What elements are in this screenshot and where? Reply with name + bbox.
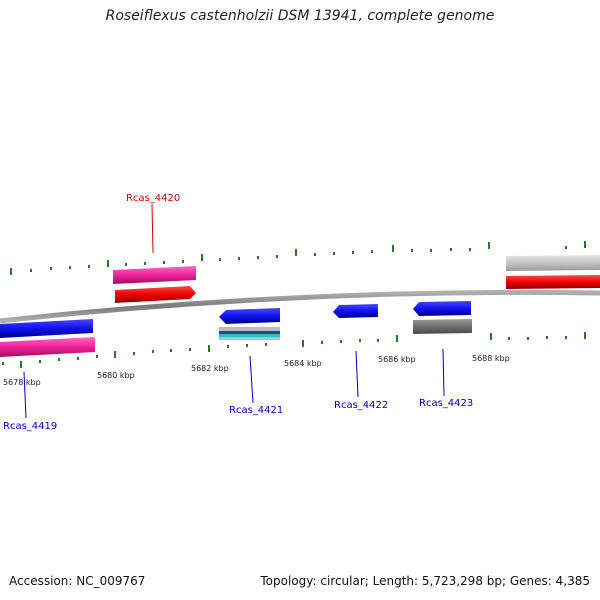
gene-arrow-rcas-4420[interactable] bbox=[115, 286, 196, 303]
feature-bar[interactable] bbox=[413, 319, 472, 334]
outer-tick-row bbox=[10, 241, 586, 275]
leader-line-rcas-4421 bbox=[249, 355, 254, 404]
feature-bar[interactable] bbox=[0, 337, 95, 357]
gene-arrow[interactable] bbox=[506, 275, 600, 289]
tick-label-5686: 5686 kbp bbox=[378, 355, 416, 364]
feature-stripe[interactable] bbox=[219, 334, 280, 337]
gene-arrow-rcas-4422[interactable] bbox=[333, 304, 378, 318]
leader-line-rcas-4423 bbox=[442, 348, 445, 397]
feature-stripe[interactable] bbox=[219, 327, 280, 331]
gene-label-rcas-4419[interactable]: Rcas_4419 bbox=[3, 421, 57, 432]
forward-strand-features bbox=[113, 255, 600, 303]
tick-label-5684: 5684 kbp bbox=[284, 359, 322, 368]
gene-label-rcas-4423[interactable]: Rcas_4423 bbox=[419, 398, 473, 409]
gene-label-rcas-4420[interactable]: Rcas_4420 bbox=[126, 193, 180, 204]
tick-label-5682: 5682 kbp bbox=[191, 364, 229, 373]
feature-stripe[interactable] bbox=[219, 337, 280, 340]
leader-line-rcas-4419 bbox=[23, 371, 27, 419]
reverse-strand-features bbox=[0, 301, 472, 357]
gene-arrow-rcas-4423[interactable] bbox=[413, 301, 471, 316]
accession-text: Accession: NC_009767 bbox=[9, 574, 146, 588]
genome-summary-text: Topology: circular; Length: 5,723,298 bp… bbox=[260, 574, 590, 588]
feature-bar[interactable] bbox=[113, 266, 196, 284]
leader-line-rcas-4422 bbox=[355, 350, 359, 398]
tick-label-5680: 5680 kbp bbox=[97, 371, 135, 380]
gene-label-rcas-4421[interactable]: Rcas_4421 bbox=[229, 405, 283, 416]
tick-label-5688: 5688 kbp bbox=[472, 354, 510, 363]
leader-line-rcas-4420 bbox=[151, 203, 154, 254]
genome-backbone bbox=[0, 289, 600, 324]
feature-bar[interactable] bbox=[506, 255, 600, 271]
map-title: Roseiflexus castenholzii DSM 13941, comp… bbox=[105, 8, 495, 24]
gene-arrow-rcas-4421[interactable] bbox=[219, 308, 280, 324]
inner-tick-row bbox=[2, 332, 586, 368]
feature-stripe[interactable] bbox=[219, 331, 280, 334]
gene-arrow-rcas-4419[interactable] bbox=[0, 319, 93, 338]
gene-label-rcas-4422[interactable]: Rcas_4422 bbox=[334, 400, 388, 411]
tick-label-5678: 5678 kbp bbox=[3, 378, 41, 387]
